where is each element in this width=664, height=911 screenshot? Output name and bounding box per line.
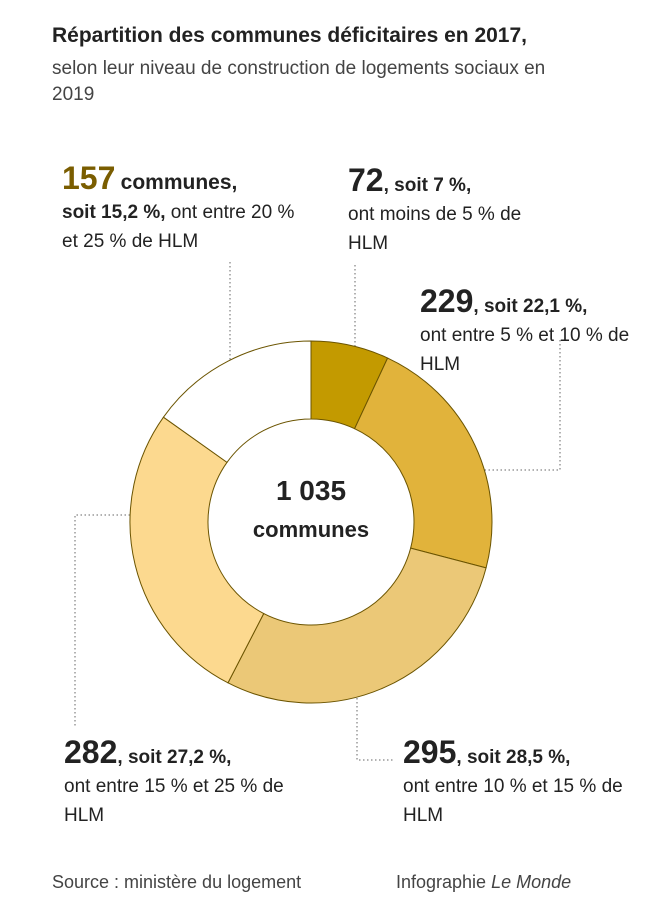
description: ont entre 15 % et 25 % de HLM [64, 776, 284, 826]
leader-line [478, 340, 561, 471]
total-unit: communes [253, 517, 369, 542]
slice [227, 547, 487, 704]
slice-label: 229, soit 22,1 %, ont entre 5 % et 10 % d… [420, 285, 660, 379]
slice [129, 416, 265, 684]
slice-label: 295, soit 28,5 %, ont entre 10 % et 15 % … [403, 736, 653, 830]
value-label: 282 [64, 734, 118, 770]
description: ont entre 10 % et 15 % de HLM [403, 776, 623, 826]
value-label: 72 [348, 162, 384, 198]
total-value: 1 035 [276, 475, 346, 506]
leader-lines [74, 262, 561, 761]
donut [129, 340, 493, 704]
source: Source : ministère du logement [52, 872, 302, 892]
value-label: 229 [420, 283, 474, 319]
share-label: , soit 7 %, [383, 175, 472, 196]
slice-label: 282, soit 27,2 %, ont entre 15 % et 25 % … [64, 736, 324, 830]
description: ont entre 5 % et 10 % de HLM [420, 325, 630, 375]
leader-line [356, 698, 395, 761]
value-label: 157 [62, 160, 116, 196]
description: ont entre 20 % et 25 % de HLM [62, 202, 295, 252]
slice [162, 340, 312, 464]
description: ont moins de 5 % de HLM [348, 204, 522, 254]
slice-label: 72, soit 7 %, ont moins de 5 % de HLM [348, 164, 538, 258]
credit-brand: Le Monde [491, 872, 572, 892]
slice [353, 357, 493, 569]
slice-label: 157 communes, soit 15,2 %, ont entre 20 %… [62, 162, 312, 256]
subtitle: selon leur niveau de construction de log… [52, 58, 546, 105]
share-label: , soit 28,5 %, [456, 747, 571, 768]
title: Répartition des communes déficitaires en… [52, 24, 528, 47]
share-label: , soit 22,1 %, [473, 296, 588, 317]
credit: Infographie Le Monde [396, 872, 571, 893]
leader-line [74, 514, 130, 726]
share-label: , soit 27,2 %, [117, 747, 232, 768]
value-unit: communes, [120, 171, 238, 194]
share-label: soit 15,2 %, [62, 202, 166, 223]
value-label: 295 [403, 734, 457, 770]
credit-text: Infographie [396, 872, 487, 892]
